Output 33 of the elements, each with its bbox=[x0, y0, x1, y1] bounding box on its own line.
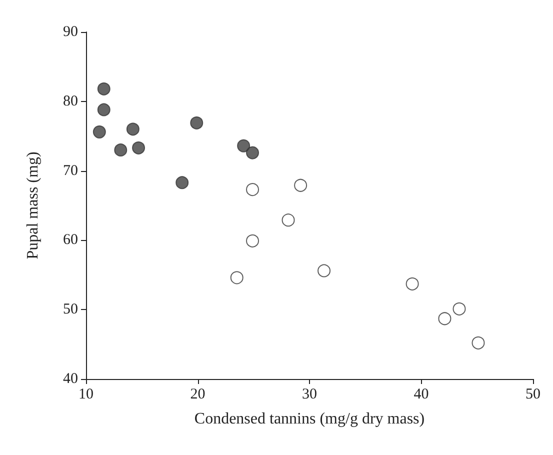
y-tick-label: 50 bbox=[63, 302, 78, 318]
point bbox=[282, 214, 295, 227]
x-tick-label: 30 bbox=[302, 386, 317, 402]
point bbox=[97, 82, 110, 96]
x-tick-label: 20 bbox=[190, 386, 206, 402]
y-tick-label: 70 bbox=[63, 162, 78, 179]
y-axis-title: Pupal mass (mg) bbox=[24, 152, 42, 260]
x-tick-label: 10 bbox=[78, 386, 94, 402]
point bbox=[190, 116, 204, 130]
point bbox=[294, 178, 308, 192]
x-tick-label: 50 bbox=[526, 386, 540, 402]
point bbox=[92, 125, 106, 138]
point bbox=[246, 183, 260, 196]
y-tick-label: 60 bbox=[63, 232, 78, 248]
point bbox=[246, 146, 260, 160]
x-axis-title: Condensed tannins (mg/g dry mass) bbox=[194, 410, 425, 428]
x-tick-label: 40 bbox=[414, 386, 429, 402]
point bbox=[438, 312, 452, 326]
point bbox=[318, 264, 331, 278]
point bbox=[452, 302, 466, 316]
point bbox=[246, 234, 260, 248]
point bbox=[237, 139, 250, 152]
point bbox=[126, 122, 140, 136]
point bbox=[114, 143, 128, 156]
point bbox=[132, 141, 146, 154]
point bbox=[97, 103, 110, 116]
y-tick-label: 90 bbox=[63, 24, 78, 40]
point bbox=[406, 277, 419, 290]
point bbox=[176, 176, 189, 190]
y-tick-label: 40 bbox=[63, 371, 78, 387]
y-tick-label: 80 bbox=[63, 93, 78, 110]
point bbox=[230, 271, 244, 284]
point bbox=[472, 336, 485, 350]
